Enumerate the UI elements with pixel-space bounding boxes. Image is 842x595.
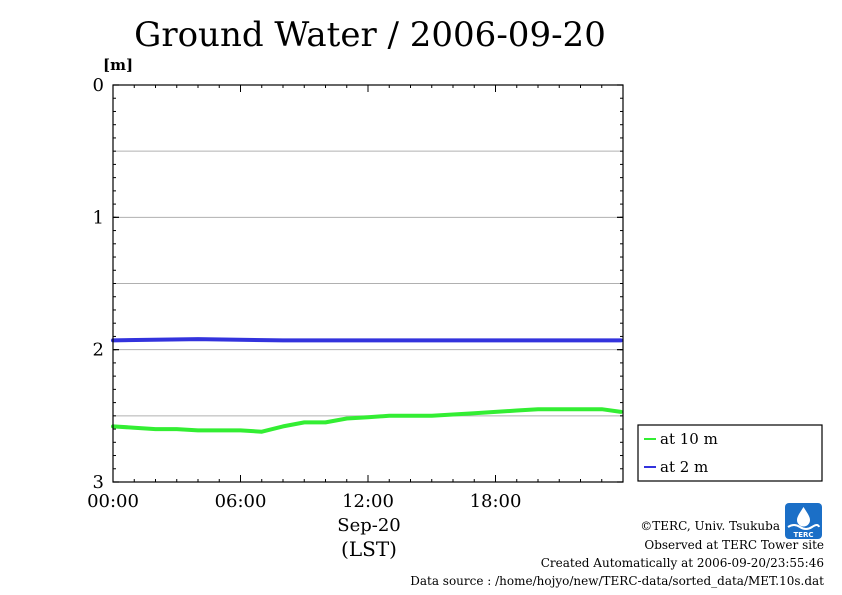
y-tick-label: 3 [93,472,104,493]
x-tick-label: 00:00 [87,491,139,512]
copyright-text: ©TERC, Univ. Tsukuba [640,519,780,533]
x-tick-label: 12:00 [342,491,394,512]
created-text: Created Automatically at 2006-09-20/23:5… [540,556,824,570]
y-tick-label: 1 [93,207,104,228]
x-tick-label: 18:00 [470,491,522,512]
legend-box [637,424,823,482]
y-tick-label: 0 [93,75,104,96]
plot-frame [112,84,624,483]
observed-text: Observed at TERC Tower site [644,538,824,552]
legend: at 10 m at 2 m [637,424,823,482]
source-text: Data source : /home/hojyo/new/TERC-data/… [410,574,824,588]
legend-label-2m: at 2 m [660,458,708,476]
water-drop-icon [797,507,810,527]
terc-logo: TERC [785,503,822,539]
series-line-0 [111,407,623,434]
terc-logo-text: TERC [793,531,813,539]
series-lines [111,337,623,434]
y-axis-unit: [m] [103,56,133,74]
legend-label-10m: at 10 m [660,430,718,448]
y-gridlines [113,150,623,417]
x-tick-label: 06:00 [215,491,267,512]
y-tick-label: 2 [93,340,104,361]
wave-icon [787,524,820,530]
x-axis-date: Sep-20 [337,515,401,536]
x-axis-timezone: (LST) [341,537,397,561]
x-tick-labels: 00:00 06:00 12:00 18:00 [87,491,521,512]
chart-title: Ground Water / 2006-09-20 [134,15,606,55]
series-line-1 [111,337,623,343]
y-tick-labels: 0 1 2 3 [93,75,104,493]
